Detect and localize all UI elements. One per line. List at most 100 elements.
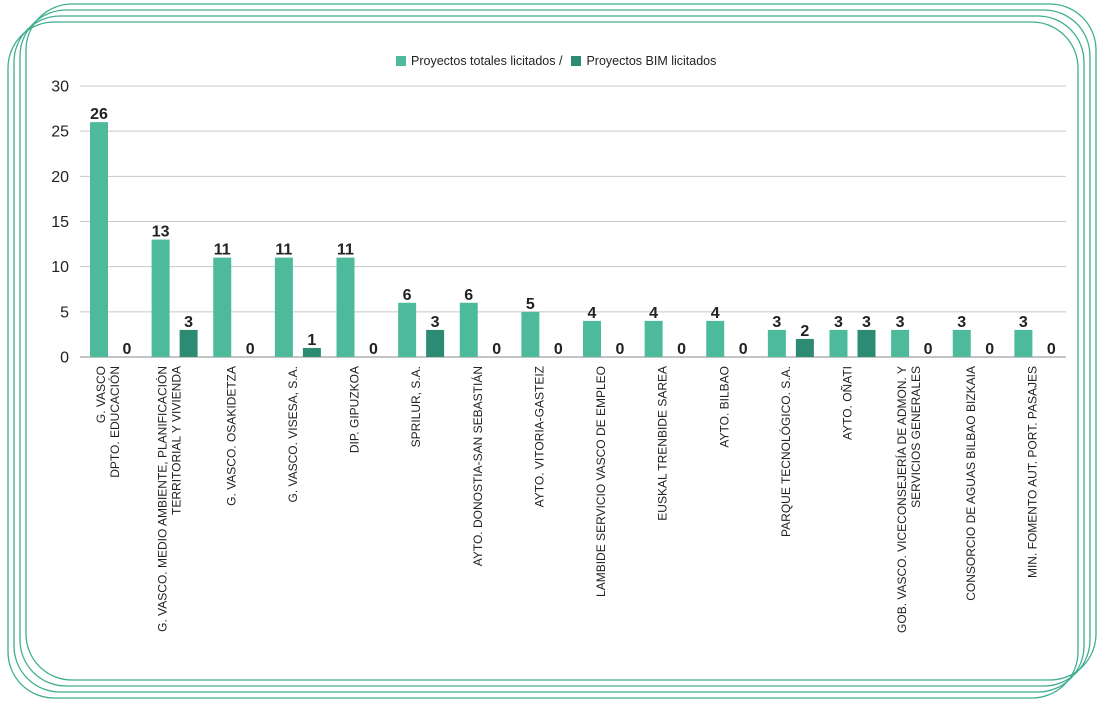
- bar-totales: [891, 329, 910, 357]
- x-category-label: G. VASCO. OSAKIDETZA: [224, 366, 238, 506]
- bar-bim: [302, 347, 321, 357]
- x-category-label: LAMBIDE SERVICIO VASCO DE EMPLEO: [594, 366, 608, 597]
- legend-item-totales: Proyectos totales licitados /: [396, 54, 562, 68]
- data-label-bim: 0: [616, 341, 625, 358]
- bar-totales: [644, 320, 663, 357]
- bar-bim: [857, 329, 876, 357]
- x-category-label-line: EUSKAL TRENBIDE SAREA: [656, 366, 670, 521]
- data-label-totales: 13: [152, 224, 170, 241]
- legend-label-bim: Proyectos BIM licitados: [586, 54, 717, 68]
- chart-legend: Proyectos totales licitados / Proyectos …: [396, 52, 725, 70]
- x-category-label-line: TERRITORIAL Y VIVIENDA: [170, 366, 184, 515]
- data-label-totales: 4: [588, 305, 597, 322]
- x-category-label-line: SERVICIOS GENERALES: [909, 366, 923, 508]
- x-category-label-line: AYTO. VITORIA-GASTEIZ: [532, 366, 546, 507]
- x-category-label: G. VASCO. VISESA, S.A.: [286, 366, 300, 503]
- bar-totales: [90, 122, 108, 357]
- data-label-totales: 3: [772, 314, 781, 331]
- x-category-label: SPRILUR, S.A.: [409, 366, 423, 447]
- data-label-totales: 3: [834, 314, 843, 331]
- data-label-totales: 4: [711, 305, 720, 322]
- data-label-bim: 0: [924, 341, 933, 358]
- bar-totales: [767, 329, 786, 357]
- data-label-totales: 11: [275, 242, 292, 259]
- data-label-bim: 0: [369, 341, 378, 358]
- data-label-totales: 6: [464, 287, 473, 304]
- x-category-label: G. VASCODPTO. EDUCACIÓN: [94, 366, 122, 478]
- y-tick-label: 10: [51, 259, 69, 276]
- data-label-bim: 3: [862, 314, 871, 331]
- x-category-label-line: G. VASCO. VISESA, S.A.: [286, 366, 300, 503]
- bar-totales: [521, 311, 540, 357]
- bar-totales: [213, 257, 232, 357]
- data-label-bim: 0: [246, 341, 255, 358]
- bar-totales: [583, 320, 601, 357]
- bar-totales: [336, 257, 355, 357]
- x-category-label: AYTO. DONOSTIA-SAN SEBASTIÁN: [470, 366, 485, 566]
- data-label-totales: 6: [403, 287, 412, 304]
- bar-totales: [706, 320, 725, 357]
- y-tick-label: 0: [60, 350, 69, 367]
- x-category-label-line: DPTO. EDUCACIÓN: [107, 366, 122, 478]
- x-category-label-line: AYTO. DONOSTIA-SAN SEBASTIÁN: [470, 366, 485, 566]
- legend-swatch-bim: [571, 56, 582, 66]
- x-category-label-line: LAMBIDE SERVICIO VASCO DE EMPLEO: [594, 366, 608, 597]
- data-label-bim: 0: [554, 341, 563, 358]
- x-category-label-line: G. VASCO: [94, 366, 108, 423]
- bar-totales: [459, 302, 478, 357]
- x-category-label-line: MIN. FOMENTO AUT. PORT. PASAJES: [1025, 366, 1039, 578]
- data-label-bim: 0: [677, 341, 686, 358]
- x-category-label: GOB. VASCO. VICECONSEJERÍA DE ADMON. YSE…: [894, 366, 923, 633]
- bar-totales: [829, 329, 848, 357]
- data-label-totales: 3: [1019, 314, 1028, 331]
- x-category-label: AYTO. VITORIA-GASTEIZ: [532, 366, 546, 507]
- x-category-label: MIN. FOMENTO AUT. PORT. PASAJES: [1025, 366, 1039, 578]
- data-label-bim: 0: [1047, 341, 1056, 358]
- bar-totales: [952, 329, 971, 357]
- bar-bim: [179, 329, 198, 357]
- data-label-totales: 4: [649, 305, 658, 322]
- x-category-label-line: AYTO. BILBAO: [717, 366, 731, 448]
- x-category-label: AYTO. OÑATI: [841, 366, 855, 440]
- legend-swatch-totales: [396, 56, 406, 66]
- data-label-bim: 1: [307, 332, 316, 349]
- x-category-label-line: CONSORCIO DE AGUAS BILBAO BIZKAIA: [964, 366, 978, 601]
- x-category-label-line: DIP. GIPUZKOA: [348, 366, 362, 453]
- data-label-bim: 3: [184, 314, 193, 331]
- y-tick-label: 25: [51, 124, 69, 141]
- data-label-bim: 0: [492, 341, 501, 358]
- data-label-bim: 0: [123, 341, 132, 358]
- x-category-label-line: PARQUE TECNOLÓGICO. S.A.: [778, 366, 793, 537]
- legend-item-bim: Proyectos BIM licitados: [571, 54, 716, 68]
- x-category-label: G. VASCO. MEDIO AMBIENTE, PLANIFICACIÓNT…: [155, 366, 184, 632]
- data-label-bim: 0: [985, 341, 994, 358]
- data-label-totales: 26: [90, 106, 108, 123]
- data-label-totales: 3: [896, 314, 905, 331]
- data-label-bim: 3: [431, 314, 440, 331]
- legend-label-totales: Proyectos totales licitados /: [411, 54, 563, 68]
- x-category-label-line: AYTO. OÑATI: [841, 366, 855, 440]
- bar-totales: [1014, 329, 1033, 357]
- data-label-totales: 5: [526, 296, 535, 313]
- data-label-totales: 11: [214, 242, 231, 259]
- bar-bim: [795, 338, 814, 357]
- data-label-bim: 0: [739, 341, 748, 358]
- y-tick-label: 20: [51, 169, 69, 186]
- x-category-label: PARQUE TECNOLÓGICO. S.A.: [778, 366, 793, 537]
- bar-totales: [151, 239, 170, 357]
- x-category-label: CONSORCIO DE AGUAS BILBAO BIZKAIA: [964, 366, 978, 601]
- data-label-totales: 3: [957, 314, 966, 331]
- y-tick-label: 15: [51, 214, 69, 231]
- y-tick-label: 5: [60, 304, 69, 321]
- bar-bim: [426, 329, 445, 357]
- x-category-label-line: G. VASCO. OSAKIDETZA: [224, 366, 238, 506]
- x-category-label-line: GOB. VASCO. VICECONSEJERÍA DE ADMON. Y: [894, 366, 909, 633]
- data-label-bim: 2: [800, 323, 809, 340]
- data-label-totales: 11: [337, 242, 354, 259]
- bar-totales: [398, 302, 417, 357]
- x-category-label: AYTO. BILBAO: [717, 366, 731, 448]
- x-category-label: DIP. GIPUZKOA: [348, 366, 362, 453]
- x-category-label-line: SPRILUR, S.A.: [409, 366, 423, 447]
